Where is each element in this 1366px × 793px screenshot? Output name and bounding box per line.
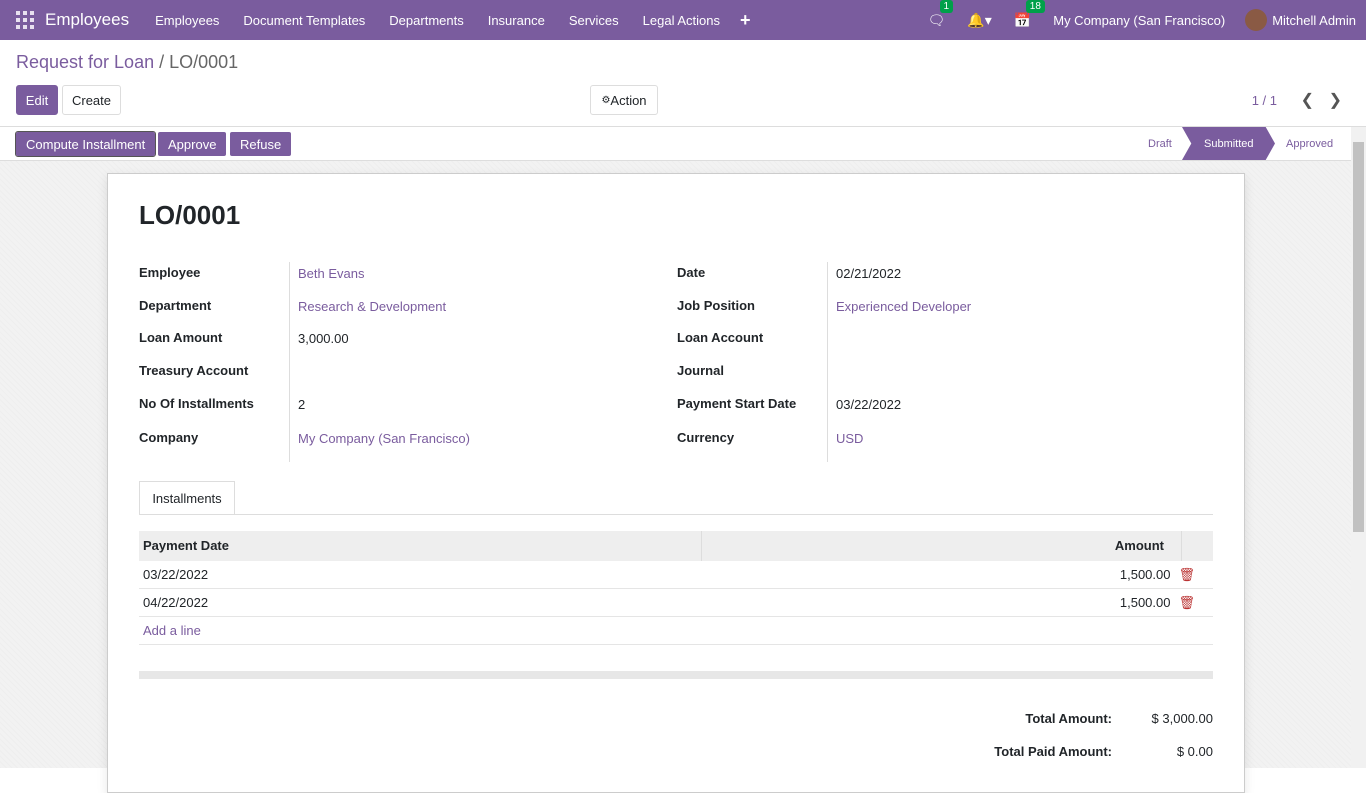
field-value[interactable]: Experienced Developer	[836, 299, 972, 314]
separator	[139, 671, 1213, 679]
form-background: LO/0001 Employee Beth Evans Department Rese…	[0, 161, 1351, 793]
field-value: 03/22/2022	[836, 397, 902, 412]
total-paid-value: $ 0.00	[1176, 744, 1213, 759]
menu-services[interactable]: Services	[568, 12, 619, 28]
chevron-left-icon[interactable]: ❮	[1300, 92, 1314, 109]
col-amount[interactable]: Amount	[1114, 538, 1164, 553]
field-value[interactable]: USD	[836, 431, 864, 446]
messages-icon[interactable]: 🗨 1	[928, 0, 954, 29]
edit-button[interactable]: Edit	[16, 85, 58, 115]
menu-document-templates[interactable]: Document Templates	[243, 12, 366, 28]
company-switcher[interactable]: My Company (San Francisco)	[1053, 12, 1226, 28]
status-draft[interactable]: Draft	[1148, 137, 1172, 150]
field-label: Employee	[139, 265, 201, 280]
top-navbar: Employees Employees Document Templates D…	[0, 0, 1366, 40]
menu-employees[interactable]: Employees	[155, 12, 220, 28]
status-bar: Compute Installment Approve Refuse Draft…	[0, 127, 1366, 161]
total-amount-label: Total Amount:	[1025, 711, 1112, 726]
trash-icon[interactable]: 🗑	[1178, 566, 1195, 582]
status-approved[interactable]: Approved	[1286, 137, 1334, 150]
col-payment-date[interactable]: Payment Date	[143, 538, 229, 553]
avatar[interactable]	[1245, 9, 1268, 31]
field-label: Loan Amount	[139, 330, 223, 345]
field-label: Company	[139, 430, 199, 445]
payment-date: 03/22/2022	[143, 567, 209, 582]
menu-departments[interactable]: Departments	[389, 12, 464, 28]
field-value: 3,000.00	[298, 331, 349, 346]
create-button[interactable]: Create	[62, 85, 121, 115]
chevron-right-icon[interactable]: ❯	[1328, 92, 1342, 109]
table-header: Payment Date Amount	[139, 531, 1213, 561]
compute-installment-button[interactable]: Compute Installment	[14, 131, 157, 157]
table-row[interactable]: 03/22/2022 1,500.00 🗑	[139, 561, 1213, 589]
amount: 1,500.00	[1119, 595, 1171, 610]
scrollbar-thumb[interactable]	[1353, 142, 1364, 532]
trash-icon[interactable]: 🗑	[1178, 594, 1195, 610]
field-value[interactable]: Beth Evans	[298, 266, 365, 281]
form-sheet: LO/0001 Employee Beth Evans Department Rese…	[107, 173, 1245, 793]
table-row[interactable]: 04/22/2022 1,500.00 🗑	[139, 589, 1213, 617]
amount: 1,500.00	[1119, 567, 1171, 582]
bell-icon[interactable]: 🔔▾	[967, 11, 992, 28]
field-label: Loan Account	[677, 330, 764, 345]
record-title: LO/0001	[139, 200, 241, 230]
field-label: Date	[677, 265, 706, 280]
tab-installments[interactable]: Installments	[139, 481, 235, 515]
messages-badge: 1	[939, 0, 954, 13]
field-label: Journal	[677, 363, 724, 378]
gear-icon: ⚙	[601, 94, 611, 106]
user-menu[interactable]: Mitchell Admin	[1272, 12, 1356, 28]
field-label: No Of Installments	[139, 396, 254, 411]
total-paid-label: Total Paid Amount:	[994, 744, 1112, 759]
action-label: Action	[610, 92, 647, 108]
menu-legal-actions[interactable]: Legal Actions	[642, 12, 721, 28]
status-submitted[interactable]: Submitted	[1182, 127, 1275, 160]
approve-button[interactable]: Approve	[158, 132, 227, 156]
field-value: 02/21/2022	[836, 266, 902, 281]
app-grid-icon[interactable]	[16, 11, 34, 29]
field-label: Department	[139, 298, 212, 313]
add-line-row: Add a line	[139, 617, 1213, 645]
scrollbar[interactable]	[1351, 127, 1366, 768]
total-amount-value: $ 3,000.00	[1151, 711, 1213, 726]
field-label: Currency	[677, 430, 735, 445]
field-value[interactable]: Research & Development	[298, 299, 447, 314]
field-label: Treasury Account	[139, 363, 249, 378]
refuse-button[interactable]: Refuse	[230, 132, 292, 156]
breadcrumb: Request for Loan / LO/0001	[16, 52, 239, 72]
breadcrumb-current: LO/0001	[169, 52, 239, 72]
control-panel: Request for Loan / LO/0001 Edit Create ⚙…	[0, 40, 1366, 127]
payment-date: 04/22/2022	[143, 595, 209, 610]
activities-badge: 18	[1025, 0, 1045, 13]
field-label: Payment Start Date	[677, 396, 797, 411]
menu-insurance[interactable]: Insurance	[487, 12, 545, 28]
app-name[interactable]: Employees	[45, 10, 130, 29]
calendar-icon[interactable]: 📅 18	[1014, 0, 1045, 29]
plus-icon[interactable]: +	[740, 9, 751, 30]
field-value[interactable]: My Company (San Francisco)	[298, 431, 470, 446]
action-button[interactable]: ⚙ Action	[590, 85, 658, 115]
field-value: 2	[298, 397, 306, 412]
field-label: Job Position	[677, 298, 755, 313]
breadcrumb-parent[interactable]: Request for Loan	[16, 52, 155, 72]
add-line-link[interactable]: Add a line	[143, 623, 201, 638]
pager-value[interactable]: 1 / 1	[1251, 93, 1277, 108]
